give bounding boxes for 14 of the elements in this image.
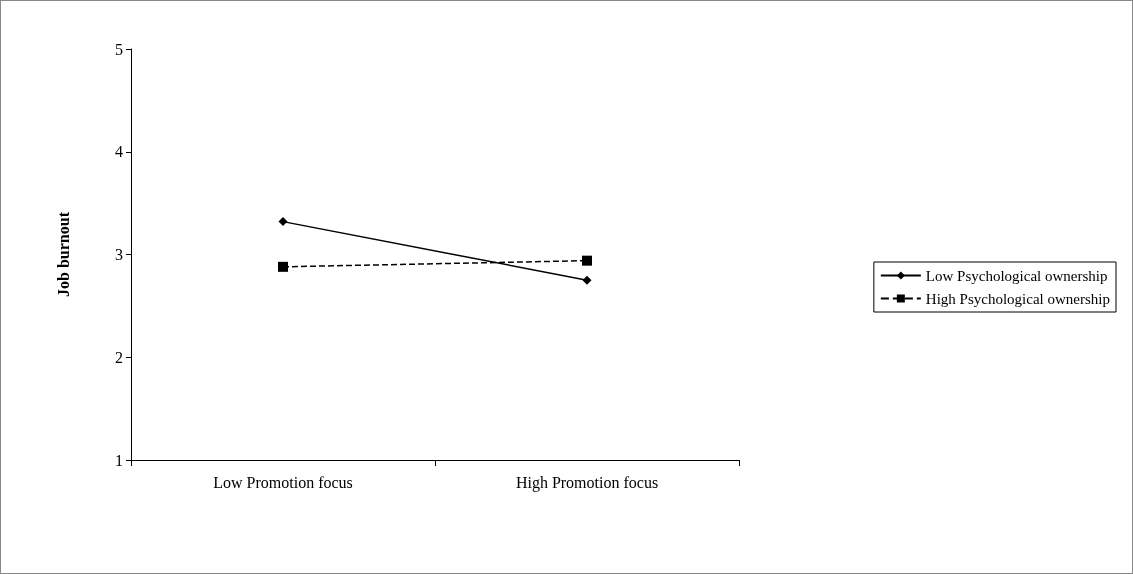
- x-tick-label: High Promotion focus: [515, 473, 659, 492]
- point: [582, 275, 592, 285]
- point: [278, 217, 288, 227]
- point: [582, 255, 592, 266]
- x-tick-label: Low Promotion focus: [213, 473, 353, 491]
- y-tick-label: 5: [115, 40, 123, 58]
- y-tick-label: 4: [115, 143, 123, 161]
- y-axis-title: Job burnout: [54, 211, 72, 297]
- y-tick-label: 1: [115, 451, 123, 469]
- y-tick-label: 2: [115, 348, 123, 366]
- legend-label: High Psychological ownership: [925, 290, 1111, 307]
- point: [278, 261, 288, 272]
- legend-label: Low Psychological ownership: [925, 267, 1108, 284]
- y-tick-label: 3: [115, 246, 123, 263]
